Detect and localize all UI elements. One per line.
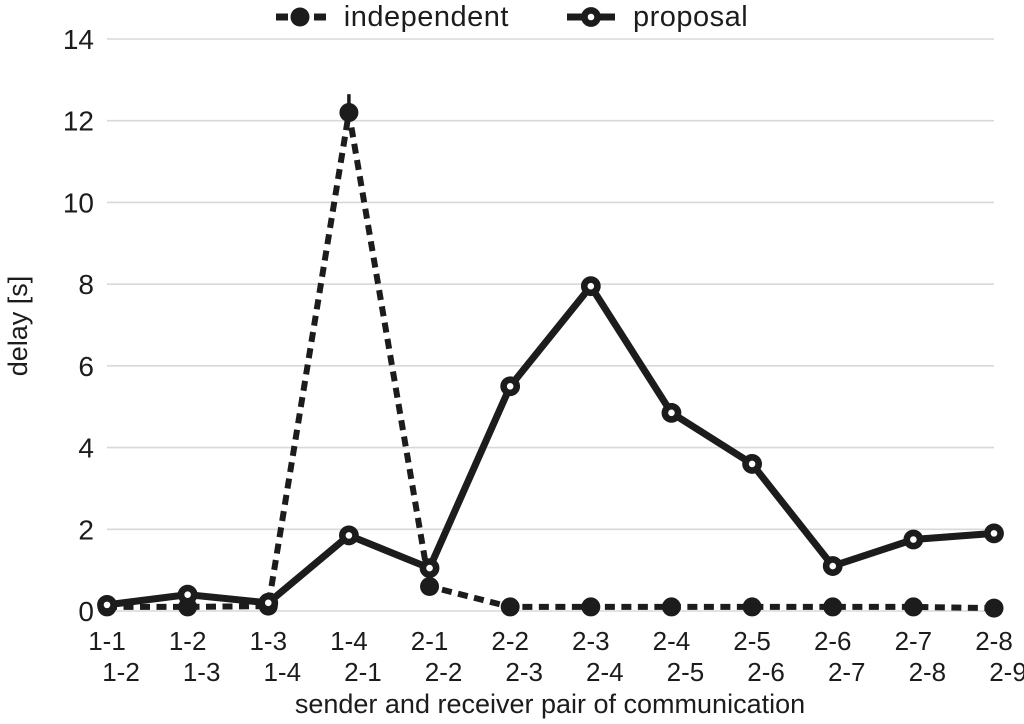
y-tick-labels-layer: 0 2 4 6 8 10 12 14 (63, 24, 94, 627)
y-tick-label: 14 (63, 24, 94, 55)
data-point-independent (661, 597, 681, 617)
y-tick-label: 6 (78, 351, 94, 382)
x-tick-label-top: 1-3 (249, 626, 287, 656)
x-tick-label-bottom: 2-5 (667, 657, 705, 687)
y-tick-label: 2 (78, 514, 94, 545)
series-line-independent (107, 112, 995, 612)
x-tick-labels-layer: 1-11-21-21-31-31-41-42-12-12-22-22-32-32… (88, 626, 1024, 687)
y-tick-label: 0 (78, 596, 94, 627)
data-point-independent (823, 597, 843, 617)
x-tick-label-bottom: 1-3 (183, 657, 221, 687)
x-tick-label-bottom: 2-8 (909, 657, 947, 687)
x-tick-label-top: 1-2 (169, 626, 207, 656)
data-point-independent (984, 598, 1004, 618)
data-point-proposal (580, 276, 601, 297)
x-tick-label-top: 2-5 (733, 626, 771, 656)
x-tick-label-top: 1-1 (88, 626, 126, 656)
data-markers-layer (97, 94, 1004, 618)
x-tick-label-top: 2-1 (411, 626, 449, 656)
x-tick-label-bottom: 1-2 (102, 657, 140, 687)
y-tick-label: 4 (78, 433, 94, 464)
series-lines-layer (106, 112, 995, 612)
gridlines-layer (107, 38, 994, 612)
x-tick-label-bottom: 2-3 (505, 657, 543, 687)
x-tick-label-bottom: 1-4 (263, 657, 301, 687)
data-point-proposal (258, 592, 279, 613)
x-tick-label-bottom: 2-1 (344, 657, 382, 687)
data-point-proposal (903, 529, 924, 550)
x-tick-label-top: 2-8 (975, 626, 1013, 656)
x-tick-label-top: 2-2 (491, 626, 529, 656)
data-point-independent (742, 597, 762, 617)
y-axis-title: delay [s] (3, 276, 33, 377)
x-tick-label-top: 2-6 (814, 626, 852, 656)
x-tick-label-top: 2-4 (653, 626, 691, 656)
data-point-proposal (97, 594, 117, 615)
x-axis-title: sender and receiver pair of communicatio… (295, 689, 805, 719)
x-tick-label-bottom: 2-9 (989, 657, 1024, 687)
y-tick-label: 8 (78, 269, 94, 300)
data-point-proposal (500, 376, 521, 397)
y-tick-label: 10 (63, 187, 94, 218)
data-point-independent (420, 576, 440, 596)
data-point-independent (581, 597, 601, 617)
data-point-proposal (339, 525, 359, 546)
x-tick-label-bottom: 2-6 (747, 657, 785, 687)
x-tick-label-bottom: 2-7 (828, 657, 866, 687)
data-point-proposal (177, 584, 198, 605)
x-tick-label-top: 2-3 (572, 626, 610, 656)
data-point-independent (903, 597, 923, 617)
data-point-independent (339, 103, 359, 123)
x-tick-label-top: 2-7 (895, 626, 933, 656)
y-tick-label: 12 (63, 106, 94, 137)
data-point-proposal (984, 523, 1004, 544)
series-line-proposal (106, 280, 995, 609)
x-tick-label-top: 1-4 (330, 626, 368, 656)
data-point-independent (500, 597, 520, 617)
data-point-proposal (419, 558, 440, 578)
x-tick-label-bottom: 2-2 (425, 657, 463, 687)
data-point-proposal (661, 402, 682, 423)
data-point-proposal (742, 454, 762, 474)
x-tick-label-bottom: 2-4 (586, 657, 624, 687)
data-point-proposal (822, 556, 843, 576)
